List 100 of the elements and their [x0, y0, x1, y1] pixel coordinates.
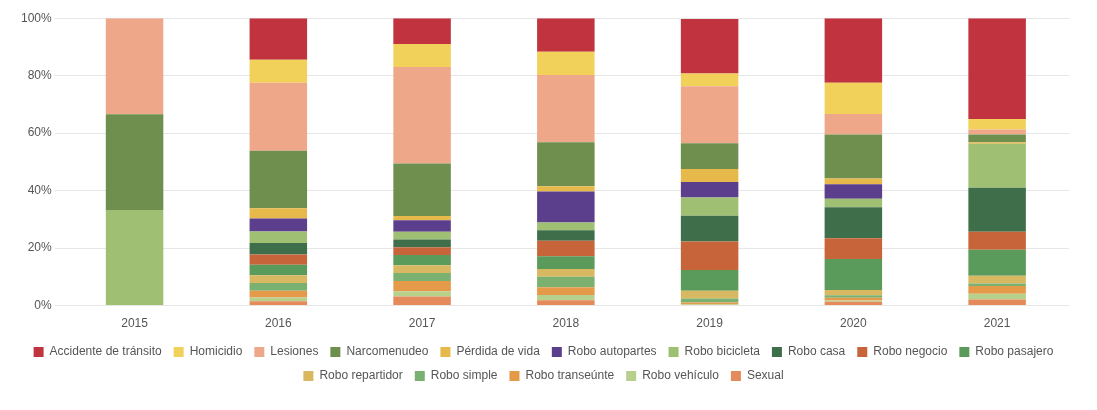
x-tick-label: 2018 — [552, 316, 580, 331]
bar — [968, 129, 1026, 135]
bar — [968, 286, 1026, 294]
bar — [537, 300, 595, 306]
x-tick-label: 2016 — [264, 316, 292, 331]
bar — [249, 18, 308, 60]
x-tick-label: 2019 — [696, 316, 724, 331]
bar — [968, 293, 1026, 300]
bar — [968, 283, 1026, 287]
legend-label: Robo pasajero — [975, 344, 1054, 359]
bar — [968, 143, 1026, 188]
y-tick-label: 80% — [27, 67, 53, 82]
bar — [537, 75, 595, 143]
bar — [393, 291, 451, 297]
bar — [680, 269, 739, 291]
bar — [824, 238, 883, 260]
bar — [393, 18, 451, 45]
bar — [680, 19, 739, 74]
y-tick-label: 0% — [34, 297, 53, 312]
bar — [393, 239, 451, 248]
legend-label: Homicidio — [189, 344, 243, 359]
bar — [105, 18, 164, 115]
bar — [393, 247, 451, 256]
bar — [249, 82, 308, 151]
bar — [537, 191, 595, 223]
bar — [824, 18, 883, 83]
bar — [537, 18, 595, 52]
bar — [537, 230, 595, 241]
bar — [537, 51, 595, 76]
bar — [824, 134, 883, 179]
bar — [249, 218, 308, 232]
bar — [824, 290, 883, 296]
bar — [537, 186, 595, 192]
bar — [968, 18, 1026, 120]
x-tick-label: 2021 — [983, 316, 1011, 331]
x-tick-label: 2017 — [408, 316, 436, 331]
bar — [824, 82, 883, 114]
bar — [249, 208, 308, 219]
bar — [680, 241, 739, 270]
bar — [968, 231, 1026, 250]
bar — [393, 280, 451, 292]
bar — [393, 255, 451, 266]
bar — [537, 222, 595, 231]
bar — [968, 134, 1026, 143]
bar — [680, 143, 739, 170]
legend-label: Narcomenudeo — [346, 344, 429, 359]
bar — [824, 184, 883, 199]
legend-label: Robo casa — [787, 344, 846, 359]
bar — [393, 67, 451, 164]
bar — [680, 197, 739, 216]
bar — [680, 169, 739, 183]
legend-label: Robo negocio — [873, 344, 948, 359]
bar — [824, 301, 883, 306]
bar — [393, 163, 451, 216]
x-tick-label: 2015 — [121, 316, 149, 331]
bar — [537, 294, 595, 301]
legend-label: Robo autopartes — [567, 344, 657, 359]
bar — [824, 113, 883, 135]
bar — [393, 231, 451, 240]
y-tick-label: 20% — [27, 240, 53, 255]
bar — [537, 142, 595, 187]
y-tick-label: 40% — [27, 182, 53, 197]
y-tick-label: 60% — [27, 125, 53, 140]
bar — [249, 290, 308, 298]
legend-label: Lesiones — [270, 344, 319, 359]
bar — [968, 119, 1026, 130]
legend-label: Pérdida de vida — [456, 344, 541, 359]
bar — [249, 150, 308, 209]
bar — [249, 254, 308, 265]
bar — [968, 299, 1026, 306]
bar — [393, 265, 451, 274]
bar — [537, 256, 595, 270]
bar — [680, 215, 739, 242]
bar — [680, 182, 739, 198]
legend-label: Robo vehículo — [642, 368, 720, 383]
bar — [249, 242, 308, 255]
bar — [249, 301, 308, 306]
bar — [968, 249, 1026, 276]
y-tick-label: 100% — [20, 10, 53, 25]
bar — [249, 59, 308, 83]
bar — [968, 187, 1026, 232]
legend-label: Accidente de tránsito — [49, 344, 162, 359]
bar — [968, 275, 1026, 284]
bar — [680, 86, 739, 144]
bar — [249, 264, 308, 276]
legend-label: Robo repartidor — [319, 368, 403, 383]
bar — [393, 44, 451, 68]
bar — [680, 298, 739, 303]
bar — [537, 240, 595, 257]
x-tick-label: 2020 — [840, 316, 868, 331]
bar — [680, 73, 739, 87]
bar — [393, 220, 451, 232]
bar — [249, 231, 308, 243]
bar — [393, 273, 451, 281]
legend-label: Robo transeúnte — [525, 368, 615, 383]
legend-label: Robo bicicleta — [684, 344, 761, 359]
bar — [393, 296, 451, 306]
legend-label: Robo simple — [430, 368, 498, 383]
bar — [537, 269, 595, 277]
bar — [824, 259, 883, 291]
